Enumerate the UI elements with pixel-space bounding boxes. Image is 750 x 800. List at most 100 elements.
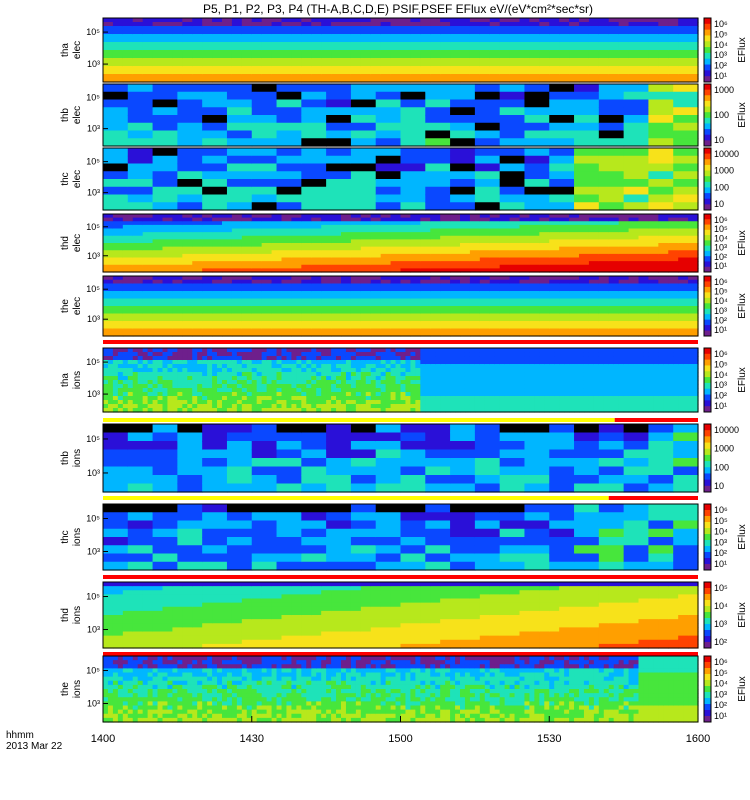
spectrogram-cell — [559, 70, 570, 75]
spectrogram-cell — [574, 404, 580, 409]
spectrogram-cell — [222, 392, 228, 397]
spectrogram-cell — [519, 217, 531, 222]
spectrogram-cell — [122, 279, 134, 285]
spectrogram-cell — [648, 91, 674, 101]
spectrogram-cell — [450, 30, 461, 35]
spectrogram-cell — [405, 392, 412, 397]
spectrogram-cell — [341, 328, 352, 333]
spectrogram-cell — [142, 66, 154, 71]
spectrogram-cell — [464, 372, 471, 377]
spectrogram-cell — [281, 368, 288, 373]
spectrogram-cell — [519, 214, 531, 219]
spectrogram-cell — [182, 66, 193, 71]
spectrogram-cell — [276, 122, 302, 132]
spectrogram-cell — [460, 38, 471, 43]
spectrogram-cell — [549, 384, 555, 389]
spectrogram-cell — [415, 368, 421, 373]
spectrogram-cell — [499, 30, 511, 35]
spectrogram-cell — [162, 268, 174, 273]
spectrogram-cell — [212, 268, 223, 273]
spectrogram-cell — [241, 30, 253, 35]
spectrogram-cell — [172, 384, 178, 389]
spectrogram-cell — [554, 372, 560, 377]
spectrogram-cell — [147, 372, 154, 377]
spectrogram-cell — [241, 287, 253, 292]
spectrogram-cell — [212, 54, 223, 59]
spectrogram-cell — [430, 388, 436, 393]
spectrogram-cell — [147, 364, 154, 369]
spectrogram-cell — [420, 298, 431, 303]
spectrogram-cell — [217, 376, 223, 381]
spectrogram-cell — [127, 384, 134, 389]
spectrogram-cell — [400, 384, 407, 389]
spectrogram-cell — [311, 302, 322, 307]
spectrogram-cell — [400, 352, 407, 357]
spectrogram-cell — [529, 221, 540, 226]
spectrogram-cell — [598, 243, 610, 248]
spectrogram-cell — [539, 58, 550, 63]
spectrogram-cell — [152, 261, 164, 266]
spectrogram-cell — [430, 46, 441, 51]
spectrogram-cell — [112, 246, 124, 251]
spectrogram-cell — [217, 396, 223, 401]
spectrogram-cell — [286, 360, 293, 365]
spectrogram-cell — [261, 380, 268, 385]
spectrogram-cell — [499, 376, 506, 381]
spectrogram-cell — [688, 287, 699, 292]
spectrogram-cell — [107, 352, 114, 357]
spectrogram-cell — [618, 18, 630, 23]
spectrogram-cell — [137, 384, 144, 389]
spectrogram-cell — [231, 70, 243, 75]
spectrogram-cell — [241, 372, 248, 377]
spectrogram-cell — [127, 396, 134, 401]
spectrogram-cell — [172, 34, 183, 39]
spectrogram-cell — [574, 186, 600, 196]
spectrogram-cell — [410, 384, 416, 389]
spectrogram-cell — [296, 348, 302, 353]
spectrogram-cell — [301, 232, 312, 237]
spectrogram-cell — [579, 62, 590, 67]
spectrogram-cell — [450, 364, 456, 369]
spectrogram-cell — [281, 264, 293, 269]
spectrogram-cell — [509, 283, 521, 288]
spectrogram-cell — [117, 364, 124, 369]
spectrogram-cell — [162, 294, 174, 300]
spectrogram-cell — [226, 368, 233, 373]
spectrogram-cell — [539, 404, 545, 409]
spectrogram-cell — [261, 396, 268, 401]
spectrogram-cell — [395, 392, 402, 397]
spectrogram-cell — [341, 42, 352, 47]
spectrogram-cell — [182, 268, 193, 273]
spectrogram-cell — [271, 321, 283, 326]
spectrogram-cell — [222, 328, 233, 333]
spectrogram-cell — [296, 376, 302, 381]
spectrogram-cell — [598, 74, 610, 79]
spectrogram-cell — [484, 404, 491, 409]
spectrogram-cell — [112, 34, 124, 39]
spectrogram-cell — [425, 179, 451, 188]
spectrogram-cell — [668, 268, 679, 273]
spectrogram-cell — [142, 372, 149, 377]
spectrogram-cell — [420, 74, 431, 79]
spectrogram-cell — [152, 246, 164, 251]
spectrogram-cell — [489, 257, 501, 262]
spectrogram-cell — [360, 22, 372, 27]
spectrogram-cell — [529, 396, 535, 401]
spectrogram-cell — [202, 148, 228, 157]
spectrogram-cell — [658, 78, 669, 83]
spectrogram-cell — [132, 70, 144, 75]
spectrogram-cell — [103, 217, 114, 222]
spectrogram-cell — [410, 268, 421, 273]
spectrogram-cell — [569, 400, 575, 405]
spectrogram-cell — [559, 276, 570, 281]
spectrogram-cell — [321, 235, 332, 240]
spectrogram-cell — [301, 408, 307, 413]
spectrogram-cell — [509, 264, 521, 269]
spectrogram-cell — [103, 264, 114, 269]
spectrogram-cell — [331, 46, 342, 51]
spectrogram-cell — [331, 384, 337, 389]
spectrogram-cell — [226, 400, 233, 405]
spectrogram-cell — [152, 306, 164, 311]
spectrogram-cell — [127, 376, 134, 381]
spectrogram-cell — [608, 302, 620, 307]
